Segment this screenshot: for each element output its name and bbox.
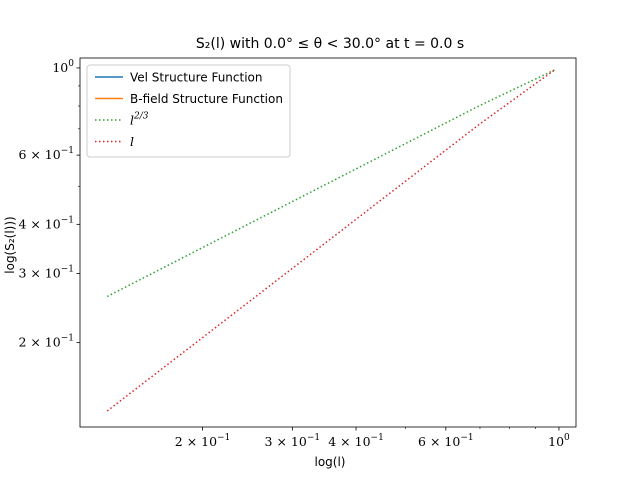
y-tick-label: 4 × 10−1 <box>18 215 74 231</box>
x-tick-label-mantissa: 6 × 10 <box>418 434 460 449</box>
y-axis-label: log(S₂(l))) <box>3 216 17 273</box>
y-tick-label: 100 <box>52 59 74 75</box>
y-tick-label: 6 × 10−1 <box>18 146 74 162</box>
legend-label-2-main: l <box>130 113 134 128</box>
y-tick-label-mantissa: 3 × 10 <box>18 265 60 280</box>
x-tick-label-mantissa: 10 <box>548 434 564 449</box>
legend-label-0: Vel Structure Function <box>130 71 263 85</box>
y-tick-label-mantissa: 2 × 10 <box>18 335 60 350</box>
legend-label-1: B-field Structure Function <box>130 92 283 106</box>
x-tick-label-exponent: −1 <box>307 433 320 443</box>
y-tick-label-exponent: −1 <box>61 146 74 156</box>
x-tick-label: 2 × 10−1 <box>175 433 231 449</box>
y-tick-label-exponent: −1 <box>61 215 74 225</box>
legend-label-2-sup: 2/3 <box>133 112 149 122</box>
legend-label-3: l <box>130 134 134 149</box>
y-tick-label-mantissa: 10 <box>52 60 68 75</box>
x-tick-label-exponent: −1 <box>460 433 473 443</box>
x-tick-label: 4 × 10−1 <box>328 433 384 449</box>
series-line-2 <box>106 69 555 298</box>
x-tick-label-mantissa: 4 × 10 <box>328 434 370 449</box>
y-tick-label-exponent: −1 <box>61 334 74 344</box>
x-tick-label-mantissa: 3 × 10 <box>265 434 307 449</box>
y-tick-label-exponent: 0 <box>68 59 74 69</box>
y-tick-label: 2 × 10−1 <box>18 334 74 350</box>
y-tick-label-exponent: −1 <box>61 264 74 274</box>
y-tick-label-mantissa: 6 × 10 <box>18 147 60 162</box>
legend-box <box>86 64 291 158</box>
x-tick-label: 3 × 10−1 <box>265 433 321 449</box>
legend-label-3-main: l <box>130 134 134 149</box>
x-axis-label: log(l) <box>315 455 346 469</box>
x-tick-label-mantissa: 2 × 10 <box>175 434 217 449</box>
x-tick-label-exponent: 0 <box>564 433 570 443</box>
plot-frame <box>79 57 577 428</box>
x-tick-label-exponent: −1 <box>217 433 230 443</box>
x-tick-label: 100 <box>548 433 570 449</box>
legend-label-2: l2/3 <box>130 112 149 128</box>
x-tick-label: 6 × 10−1 <box>418 433 474 449</box>
y-tick-label-mantissa: 4 × 10 <box>18 216 60 231</box>
x-tick-label-exponent: −1 <box>371 433 384 443</box>
y-tick-label: 3 × 10−1 <box>18 264 74 280</box>
series-line-3 <box>106 69 555 412</box>
legend: Vel Structure Function B-field Structure … <box>86 64 291 158</box>
chart-title: S₂(l) with 0.0° ≤ θ < 30.0° at t = 0.0 s <box>196 36 464 52</box>
plot-area <box>106 69 555 412</box>
